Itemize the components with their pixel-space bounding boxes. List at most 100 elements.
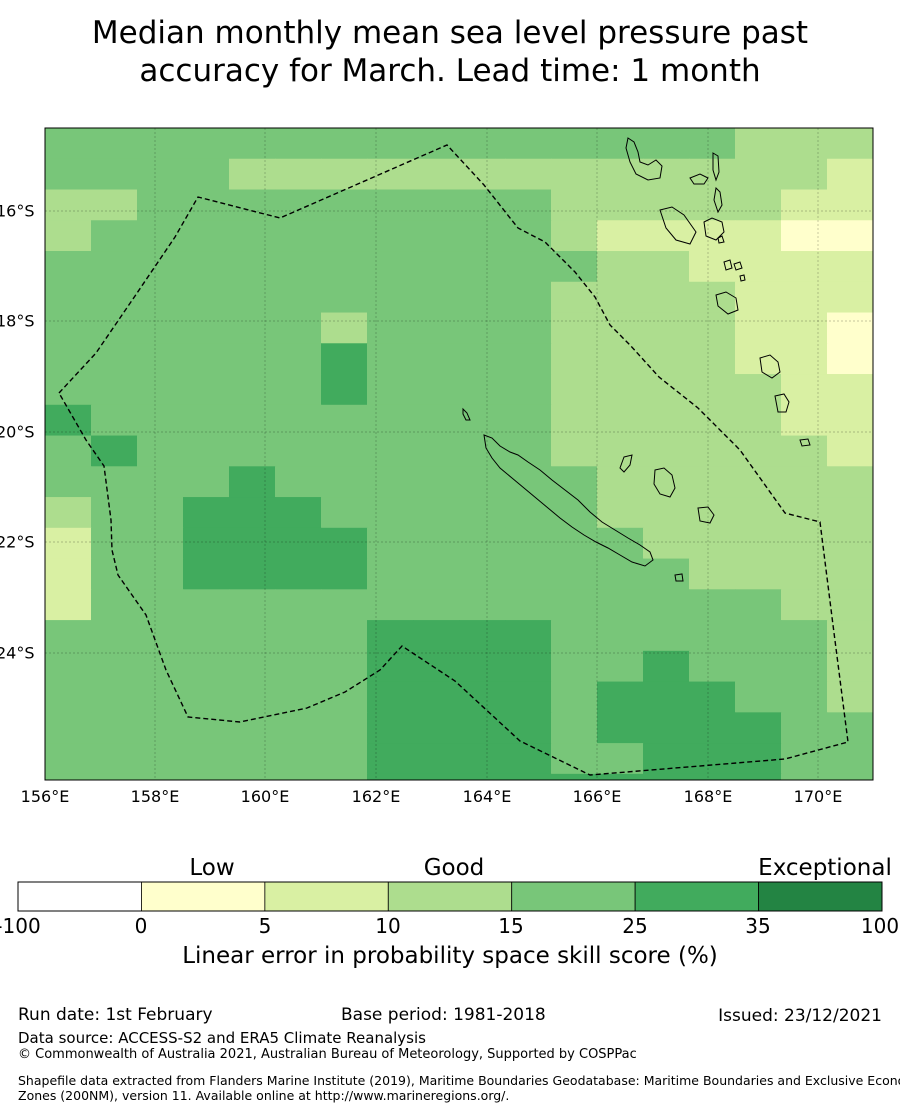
grid-cell [551, 312, 598, 344]
grid-cell [873, 743, 900, 774]
grid-cell [643, 743, 690, 775]
grid-cell [45, 343, 92, 375]
grid-cell [229, 404, 276, 437]
grid-cell [551, 343, 598, 375]
grid-cell [873, 589, 900, 620]
grid-cell [229, 589, 276, 621]
grid-cell [551, 835, 598, 866]
grid-cell [643, 158, 690, 191]
grid-cell [413, 681, 460, 713]
grid-cell [643, 374, 690, 406]
vanuatu-espiritu-santo [625, 137, 663, 181]
grid-cell [505, 527, 552, 560]
category-low: Low [189, 855, 235, 881]
grid-cell [367, 805, 414, 836]
grid-cell [413, 281, 460, 314]
grid-cell [275, 251, 322, 283]
grid-cell [45, 650, 92, 683]
grid-cell [643, 835, 690, 866]
grid-cell [275, 466, 322, 498]
grid-cell [413, 158, 460, 191]
grid-cell [735, 497, 782, 529]
grid-cell [781, 712, 828, 744]
grid-cell [183, 435, 230, 467]
grid-cell [321, 312, 368, 344]
grid-cell [597, 558, 644, 590]
grid-cell [459, 435, 506, 467]
colorbar-swatch [17, 881, 142, 912]
grid-cell [873, 682, 900, 713]
grid-cell [183, 650, 230, 683]
lat-label-24s: 24°S [0, 643, 35, 663]
grid-cell [413, 189, 460, 221]
grid-cell [735, 620, 782, 652]
grid-cell [91, 773, 138, 780]
colorbar-title: Linear error in probability space skill … [182, 943, 718, 969]
grid-cell [91, 404, 138, 437]
grid-cell [137, 281, 184, 314]
grid-cell [91, 189, 138, 221]
grid-cell [459, 712, 506, 744]
grid-cell [735, 281, 782, 314]
grid-cell [505, 281, 552, 314]
grid-cell [321, 343, 368, 375]
grid-cell [643, 681, 690, 713]
grid-cell [873, 190, 900, 221]
grid-cell [735, 650, 782, 683]
grid-cell [735, 158, 782, 191]
grid-cell [873, 436, 900, 467]
grid-cell [781, 220, 828, 252]
colorbar-tick: 100 [860, 914, 900, 938]
grid-cell [367, 650, 414, 683]
new-caledonia-islet [462, 407, 471, 421]
run-date: Run date: 1st February [18, 1005, 213, 1025]
colorbar-tick: 15 [498, 914, 524, 938]
grid-cell [229, 466, 276, 498]
grid-cell [45, 251, 92, 283]
grid-cell [459, 312, 506, 344]
grid-cell [643, 343, 690, 375]
grid-cell [781, 743, 828, 775]
grid-cell [643, 128, 690, 160]
grid-cell [827, 189, 873, 221]
grid-cell [551, 435, 598, 467]
grid-cell [643, 650, 690, 683]
grid-cell [137, 435, 184, 467]
grid-cell [367, 835, 414, 866]
grid-cell [413, 589, 460, 621]
grid-cell [229, 497, 276, 529]
grid-cell [735, 773, 782, 780]
grid-cell [735, 466, 782, 498]
grid-cell [229, 650, 276, 683]
grid-cell [689, 251, 736, 283]
grid-cell [459, 773, 506, 780]
grid-cell [45, 497, 92, 529]
grid-cell [735, 589, 782, 621]
grid-cell [137, 343, 184, 375]
grid-cell [827, 589, 873, 621]
grid-cell [689, 650, 736, 683]
grid-cell [643, 589, 690, 621]
grid-cell [781, 805, 828, 836]
grid-cell [229, 835, 276, 866]
grid-cell [597, 589, 644, 621]
grid-cell [505, 620, 552, 652]
grid-cell [827, 558, 873, 590]
grid-cell [137, 527, 184, 560]
grid-cell [229, 527, 276, 560]
grid-cell [183, 281, 230, 314]
grid-cell [689, 805, 736, 836]
grid-cell [781, 343, 828, 375]
grid-cell [367, 497, 414, 529]
grid-cell [137, 158, 184, 191]
grid-cell [505, 374, 552, 406]
grid-cell [91, 805, 138, 836]
grid-cell [413, 558, 460, 590]
grid-cell [321, 835, 368, 866]
grid-cell [413, 374, 460, 406]
grid-cell [505, 558, 552, 590]
grid-cell [275, 773, 322, 780]
grid-cell [873, 220, 900, 251]
grid-cell [873, 528, 900, 559]
grid-cell [689, 128, 736, 160]
